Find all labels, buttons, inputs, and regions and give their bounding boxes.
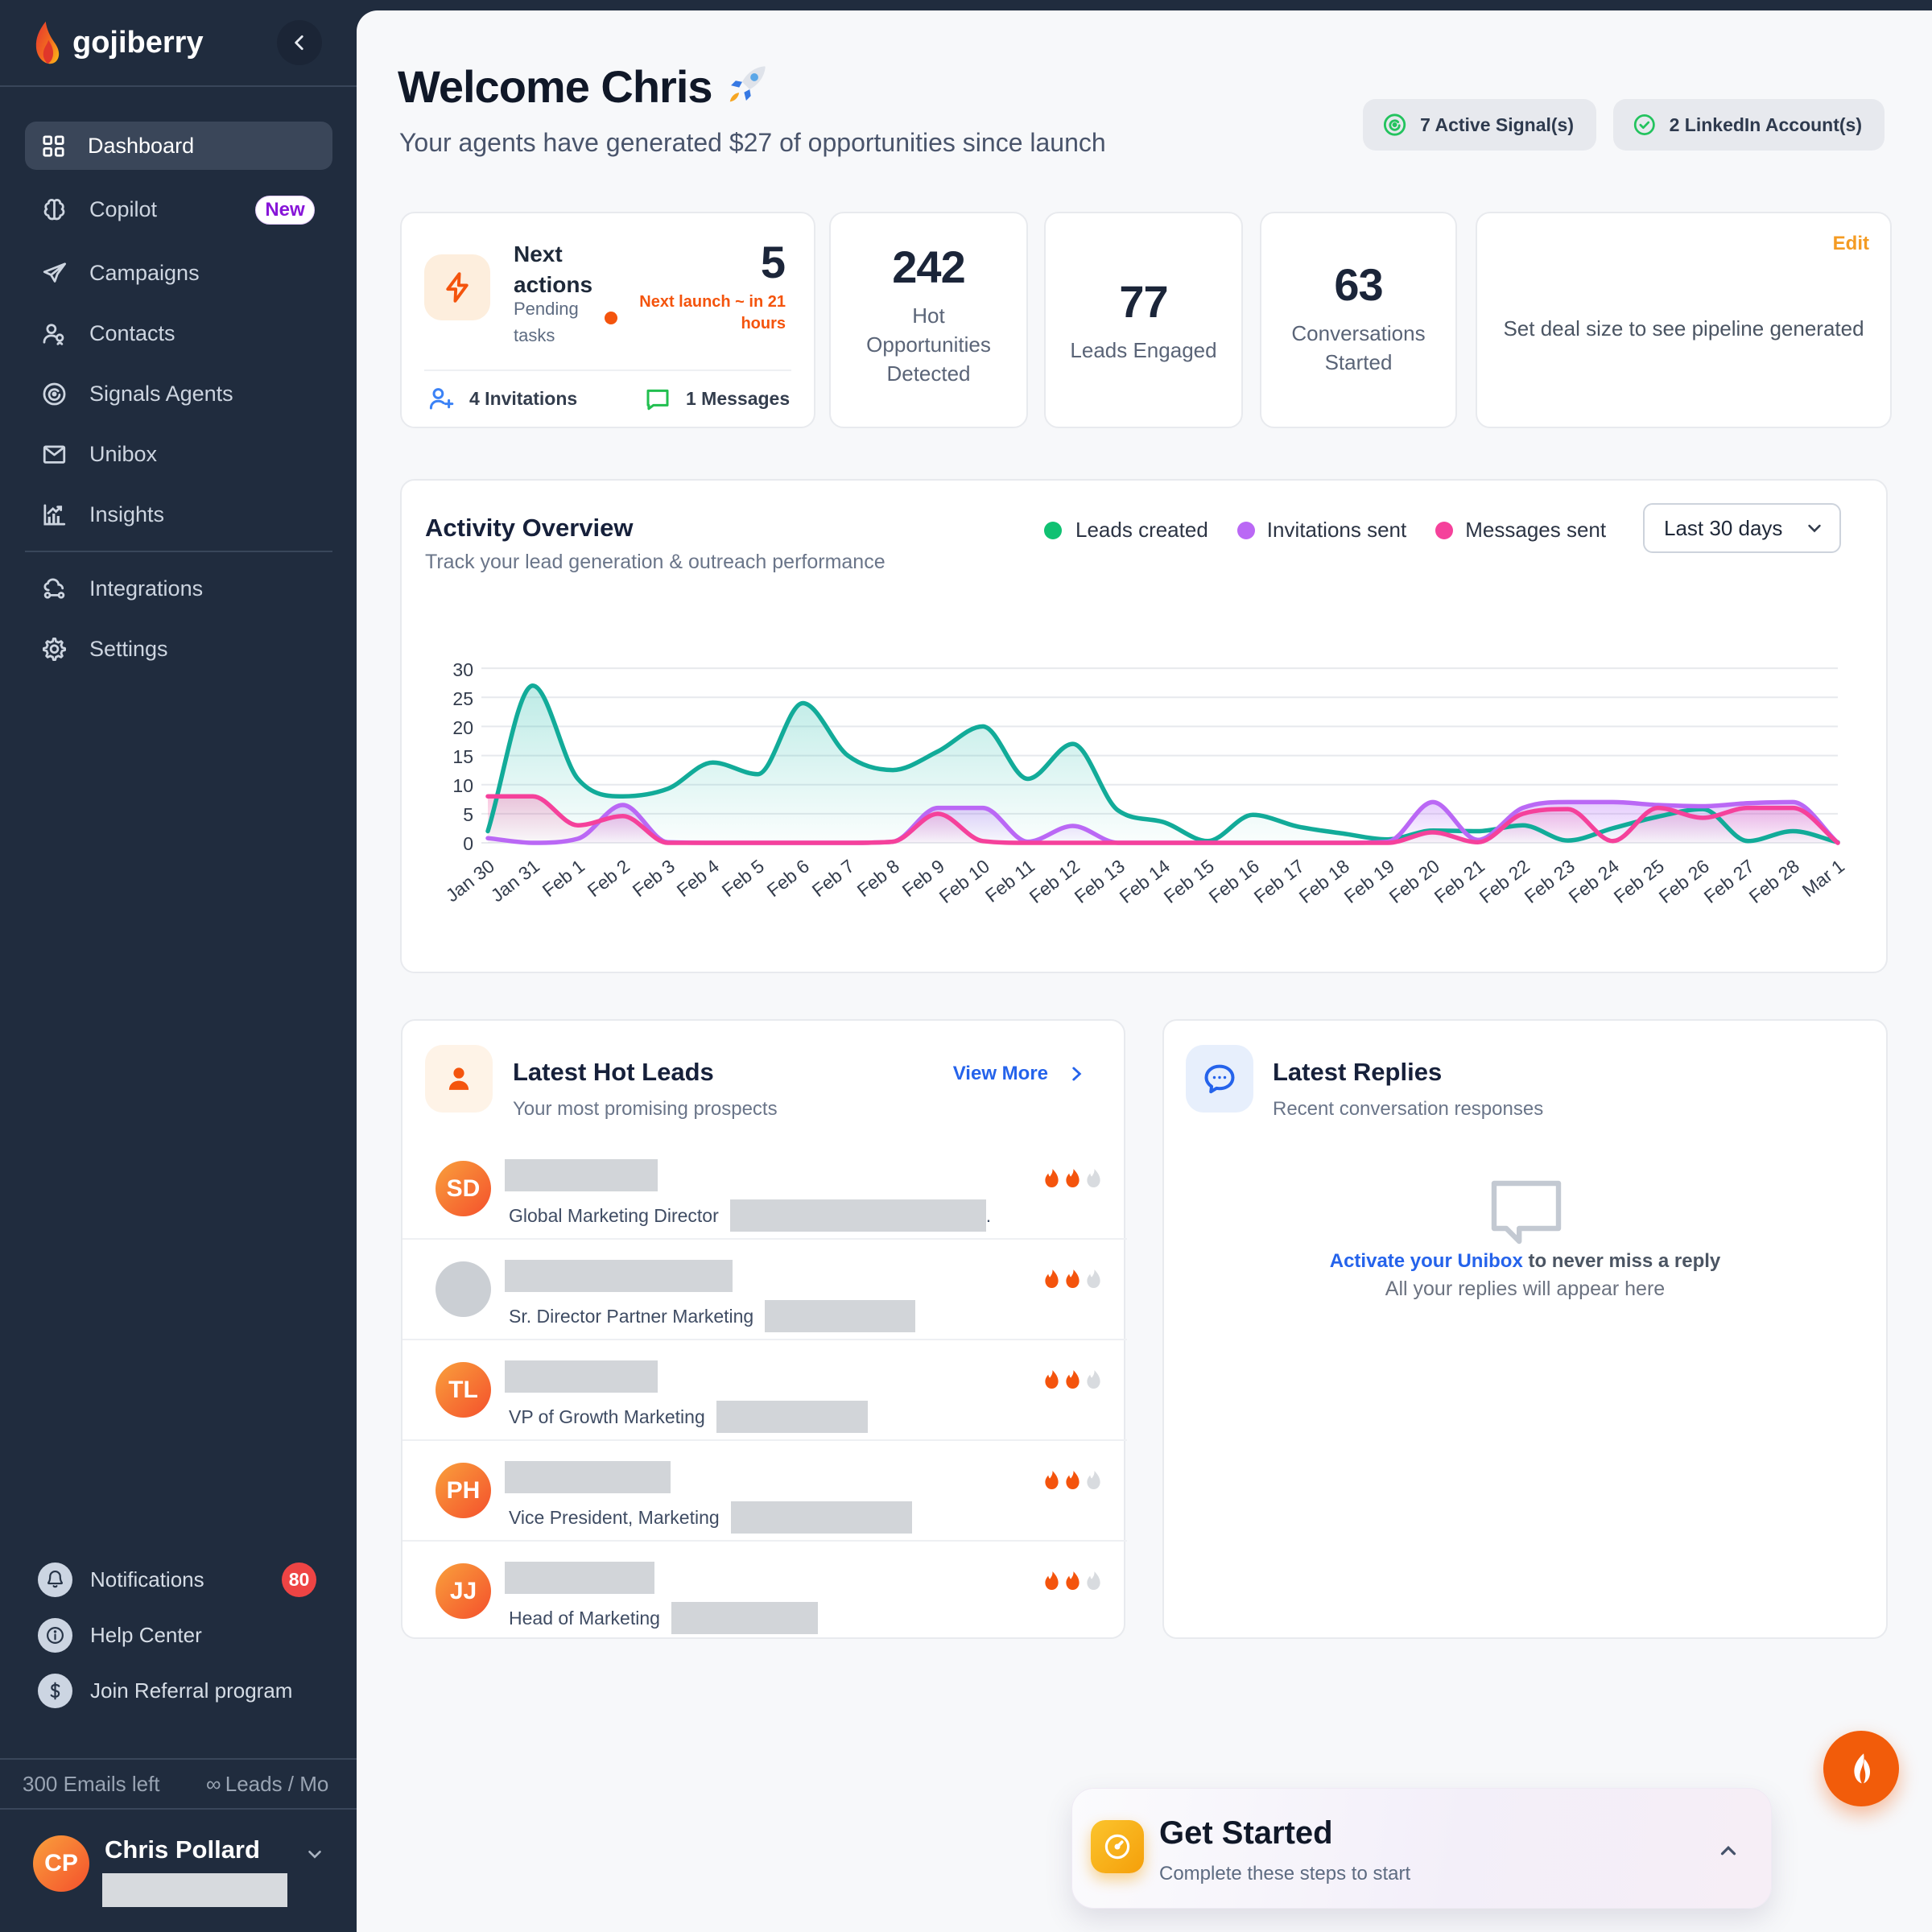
svg-text:Feb 19: Feb 19 [1340,855,1398,907]
svg-text:Feb 23: Feb 23 [1521,855,1579,907]
svg-text:Feb 10: Feb 10 [935,855,993,907]
svg-text:Feb 24: Feb 24 [1565,855,1624,907]
svg-text:Feb 15: Feb 15 [1160,855,1218,907]
svg-text:Feb 8: Feb 8 [853,855,903,901]
svg-text:25: 25 [452,688,473,709]
svg-text:Feb 27: Feb 27 [1700,855,1758,907]
svg-text:Feb 5: Feb 5 [718,855,768,901]
svg-text:Jan 30: Jan 30 [442,855,498,906]
svg-text:Feb 2: Feb 2 [584,855,634,901]
svg-text:30: 30 [452,659,473,680]
svg-text:Feb 4: Feb 4 [673,855,724,901]
svg-text:Feb 3: Feb 3 [629,855,679,901]
svg-text:Feb 16: Feb 16 [1205,855,1263,907]
svg-text:Feb 1: Feb 1 [539,855,588,901]
svg-text:10: 10 [452,775,473,796]
svg-text:Feb 17: Feb 17 [1250,855,1308,907]
svg-text:Feb 12: Feb 12 [1026,855,1084,907]
svg-text:Feb 28: Feb 28 [1745,855,1803,907]
svg-text:Feb 6: Feb 6 [763,855,813,901]
svg-text:5: 5 [463,804,473,825]
svg-text:20: 20 [452,717,473,738]
svg-text:Feb 7: Feb 7 [808,855,858,901]
svg-text:Feb 25: Feb 25 [1610,855,1668,907]
svg-text:Jan 31: Jan 31 [487,855,543,906]
svg-text:Feb 11: Feb 11 [981,855,1038,906]
svg-text:Feb 20: Feb 20 [1385,855,1443,907]
svg-text:Feb 13: Feb 13 [1071,855,1129,907]
svg-text:0: 0 [463,833,473,854]
svg-text:Feb 14: Feb 14 [1116,855,1174,907]
svg-text:Feb 26: Feb 26 [1655,855,1713,907]
svg-text:Feb 22: Feb 22 [1476,855,1534,907]
svg-text:15: 15 [452,746,473,767]
svg-text:Feb 18: Feb 18 [1295,855,1353,907]
svg-text:Feb 21: Feb 21 [1430,855,1488,907]
svg-text:Mar 1: Mar 1 [1798,855,1848,901]
